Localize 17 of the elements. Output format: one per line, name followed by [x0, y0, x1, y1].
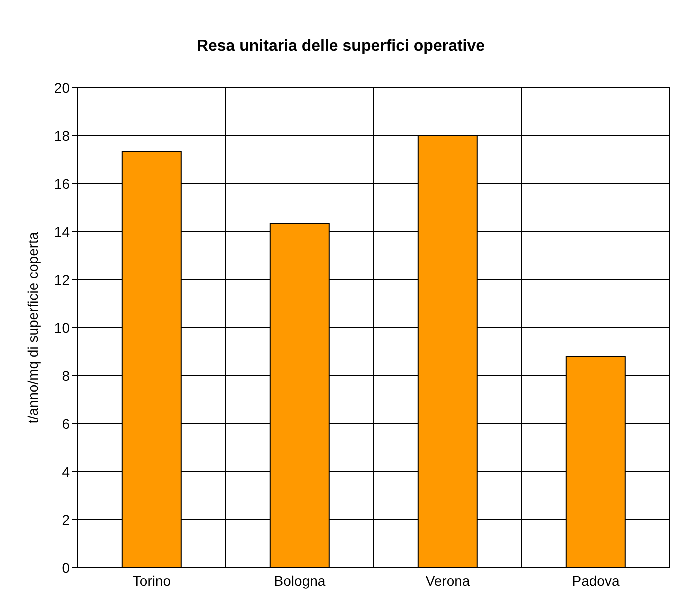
chart-title: Resa unitaria delle superfici operative — [196, 38, 486, 56]
x-tick-label: Torino — [132, 572, 172, 589]
y-tick-label: 4 — [62, 464, 70, 480]
y-tick-label: 12 — [54, 272, 70, 288]
y-tick-label: 10 — [54, 320, 70, 336]
y-tick-label: 14 — [54, 224, 70, 240]
y-tick-label: 2 — [62, 512, 70, 528]
y-tick-label: 0 — [62, 560, 70, 576]
x-tick-label: Padova — [572, 572, 620, 589]
y-tick-label: 16 — [54, 176, 70, 192]
y-tick-label: 18 — [54, 128, 70, 144]
y-tick-label: 20 — [54, 80, 70, 96]
y-axis-title: t/anno/mq di superficie coperta — [24, 232, 41, 424]
x-tick-label: Verona — [426, 572, 470, 589]
x-tick-label: Bologna — [274, 572, 326, 589]
y-tick-label: 8 — [62, 368, 70, 384]
y-tick-label: 6 — [62, 416, 70, 432]
